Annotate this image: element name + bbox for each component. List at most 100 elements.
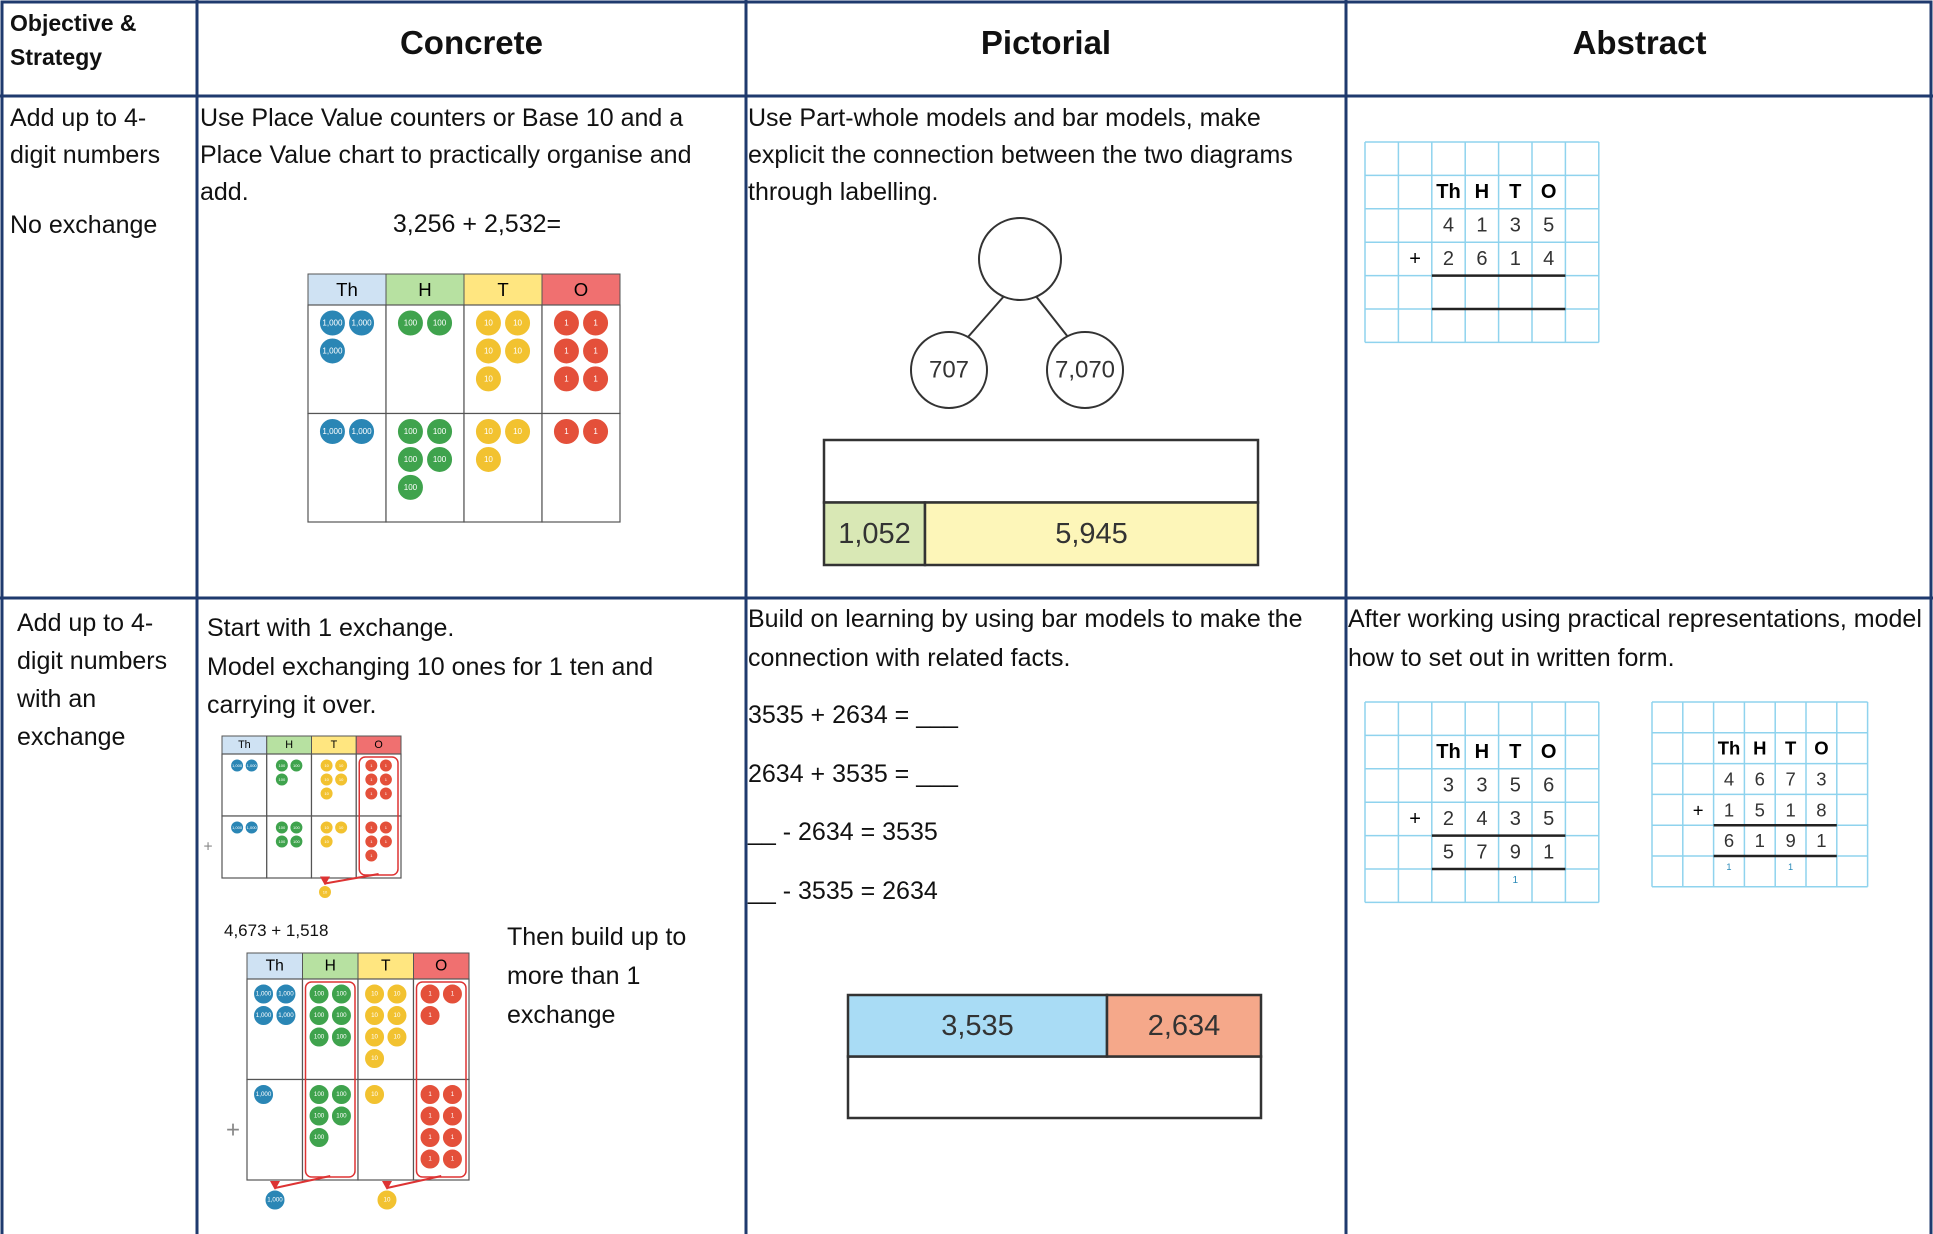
counter-label: 10 [323, 890, 328, 895]
place-header: O [1541, 741, 1557, 763]
counter-label: 1 [593, 346, 598, 355]
counter [474, 337, 502, 365]
counter [330, 1084, 352, 1105]
counter-label: 1 [451, 1134, 455, 1141]
pw-whole [978, 217, 1062, 301]
header-cell: Pictorial [980, 24, 1112, 61]
counter [504, 337, 532, 365]
counter [348, 418, 376, 445]
plus-sign: + [1409, 248, 1421, 270]
counter [364, 1026, 386, 1048]
counter-label: 1,000 [322, 427, 343, 436]
carry: 1 [1726, 862, 1731, 872]
counter-label: 100 [278, 825, 285, 830]
counter-label: 1 [370, 777, 373, 782]
counter-label: 1 [385, 839, 388, 844]
counter [441, 1148, 463, 1170]
digit: 5 [1510, 775, 1521, 797]
pv-header-label: H [325, 958, 336, 975]
counter [419, 1127, 441, 1148]
counter [308, 1026, 330, 1048]
place-header: O [1814, 738, 1828, 759]
counter [419, 983, 441, 1005]
counter [334, 772, 349, 787]
counter-label: 100 [404, 455, 418, 464]
counter [319, 820, 334, 835]
counter [474, 445, 502, 473]
counter [552, 418, 580, 445]
counter [426, 445, 454, 473]
pv-cell [266, 815, 313, 879]
digit: 4 [1476, 808, 1487, 830]
place-header: T [1785, 738, 1797, 759]
counter-label: 100 [433, 455, 447, 464]
counter [582, 309, 610, 337]
counter-label: 100 [433, 427, 447, 436]
counter-label: 10 [371, 1034, 378, 1041]
counter-label: 10 [484, 374, 493, 383]
counter-label: 1 [593, 319, 598, 328]
pv-header-label: Th [238, 739, 251, 751]
counter-label: 1 [385, 825, 388, 830]
counter [419, 1148, 441, 1170]
pw-part [910, 331, 988, 409]
counter-label: 100 [293, 763, 300, 768]
pv-header [246, 952, 303, 980]
counter [318, 418, 346, 445]
equation: __ - 3535 = 2634 [748, 877, 938, 905]
objective: Add up to 4-digit numbers with an exchan… [17, 609, 168, 751]
counter-label: 100 [404, 483, 418, 492]
pv-header-label: H [285, 739, 293, 751]
digit: 1 [1785, 799, 1795, 820]
counter-label: 100 [278, 839, 285, 844]
place-header: T [1509, 741, 1522, 763]
counter-label: 100 [336, 1091, 347, 1098]
equation: __ - 2634 = 3535 [748, 818, 938, 846]
counter [419, 1084, 441, 1105]
counter-label: 100 [336, 991, 347, 998]
pv-cell [221, 753, 268, 817]
counter-label: 100 [278, 777, 285, 782]
digit: 3 [1510, 215, 1521, 237]
pv-header-label: Th [336, 279, 358, 300]
counter [334, 820, 349, 835]
concrete-text: Model exchanging 10 ones for 1 ten and c… [207, 653, 654, 719]
counter [396, 309, 424, 337]
counter [289, 820, 304, 835]
digit: 3 [1816, 769, 1826, 790]
counter [378, 820, 393, 835]
counter [426, 418, 454, 445]
counter-label: 100 [314, 991, 325, 998]
counter-label: 1 [370, 825, 373, 830]
bar-part-label: 1,052 [838, 518, 911, 550]
counter [274, 758, 289, 773]
counter-label: 10 [324, 825, 329, 830]
counter-label: 10 [384, 1197, 391, 1204]
digit: 4 [1443, 215, 1454, 237]
place-header: Th [1436, 741, 1460, 763]
plus-sign: + [203, 839, 212, 856]
counter-label: 100 [314, 1012, 325, 1019]
counter-label: 10 [513, 319, 522, 328]
header-cell: Objective & Strategy [10, 10, 137, 70]
counter [330, 1005, 352, 1026]
counter-label: 10 [324, 777, 329, 782]
counter-label: 1 [428, 1113, 432, 1120]
counter-label: 1 [564, 427, 569, 436]
bar-part-label: 3,535 [941, 1010, 1014, 1042]
arrow-head [320, 876, 330, 886]
arrow-head [270, 1181, 280, 1190]
counter [364, 1084, 386, 1105]
place-header: H [1475, 181, 1489, 203]
counter [364, 834, 379, 849]
counter [289, 834, 304, 849]
counter [386, 1026, 408, 1048]
counter [396, 418, 424, 445]
counter [308, 983, 330, 1005]
counter-label: 100 [404, 427, 418, 436]
counter [474, 418, 502, 445]
counter-label: 1 [428, 1091, 432, 1098]
header-cell: Abstract [1572, 24, 1707, 61]
counter-label: 10 [484, 319, 493, 328]
counter [330, 1105, 352, 1127]
